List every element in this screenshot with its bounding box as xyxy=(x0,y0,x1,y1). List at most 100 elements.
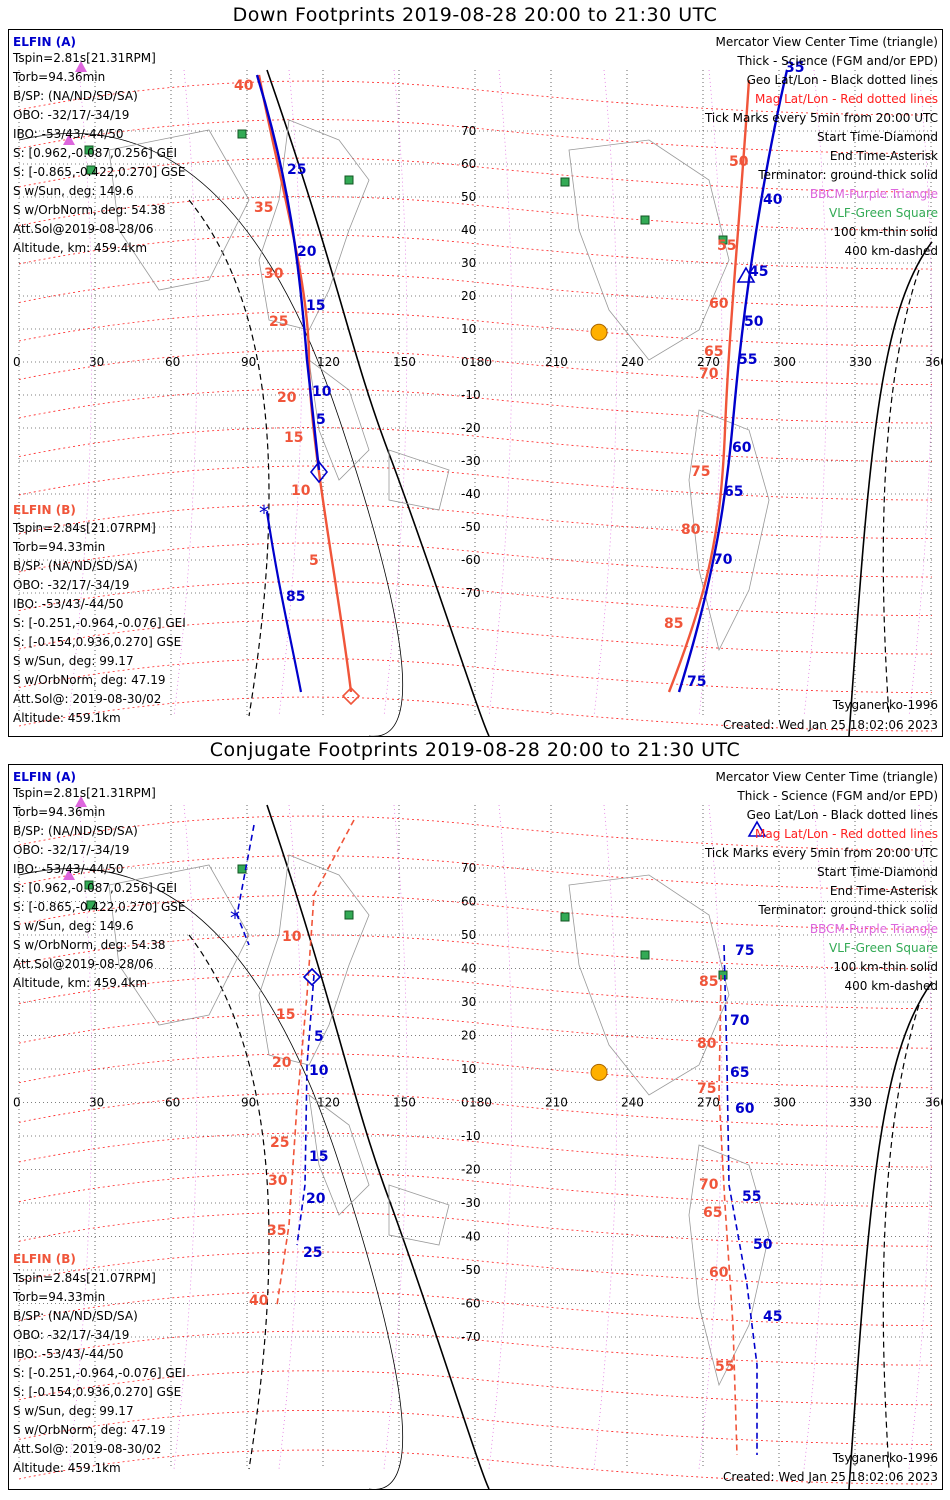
elfin-b-tick-label: 65 xyxy=(704,344,723,360)
elfin-a-down-track-east xyxy=(677,69,789,693)
elfin-a-down-track-west-lower xyxy=(265,511,303,693)
lat-tick-label: 20 xyxy=(461,289,476,303)
info-line: S w/Sun, deg: 149.6 xyxy=(13,184,134,198)
vlf-station-square xyxy=(84,880,94,890)
lon-tick-label: 270 xyxy=(697,355,720,369)
map-panel: 0306090120150180210240270300330360706050… xyxy=(8,764,943,1490)
lat-tick-label: -40 xyxy=(461,1230,481,1244)
terminator-line xyxy=(266,69,490,736)
continent-outline xyxy=(308,1094,370,1216)
start-time-diamond xyxy=(309,460,329,484)
info-line: IBO: -53/43/-44/50 xyxy=(13,862,124,876)
lon-tick-label: 240 xyxy=(621,1096,644,1110)
lon-tick-label: 360 xyxy=(925,355,942,369)
lon-tick-label: 330 xyxy=(849,1096,872,1110)
elfin-a-tick-label: 40 xyxy=(763,192,783,208)
elfin-b-tick-label: 25 xyxy=(270,1135,289,1151)
legend-line: Mag Lat/Lon - Red dotted lines xyxy=(754,827,938,841)
info-line: B/SP: (NA/ND/SD/SA) xyxy=(13,559,138,573)
elfin-b-tick-label: 80 xyxy=(697,1036,717,1052)
continent-outline xyxy=(388,449,450,511)
elfin-a-tick-label: 70 xyxy=(730,1013,750,1029)
lon-tick-label: 150 xyxy=(393,1096,416,1110)
panel-title: Conjugate Footprints 2019-08-28 20:00 to… xyxy=(209,739,741,761)
vlf-station-square xyxy=(344,910,354,920)
end-time-asterisk: * xyxy=(230,906,240,930)
elfin-b-tick-label: 70 xyxy=(699,1177,719,1193)
vlf-station-square xyxy=(237,129,247,139)
mag-longitude-line xyxy=(488,69,513,717)
mag-longitude-line xyxy=(68,69,93,717)
model-name: Tsyganenko-1996 xyxy=(832,698,938,712)
elfin-a-tick-label: 25 xyxy=(287,162,306,178)
elfin-a-tick-label: 20 xyxy=(297,244,317,260)
legend-line: Tick Marks every 5min from 20:00 UTC xyxy=(704,846,938,860)
elfin-b-tick-label: 55 xyxy=(717,238,736,254)
elfin-a-tick-label: 10 xyxy=(309,1063,329,1079)
info-line: Att.Sol@2019-08-28/06 xyxy=(13,957,154,971)
elfin-a-tick-label: 50 xyxy=(753,1237,773,1253)
altitude-100km-line xyxy=(18,132,403,736)
legend-line: End Time-Asterisk xyxy=(829,884,938,898)
info-line: Torb=94.36min xyxy=(13,70,106,84)
legend-line: Mercator View Center Time (triangle) xyxy=(715,770,938,784)
continent-outline xyxy=(258,854,370,1066)
elfin-b-conj-track-east xyxy=(718,974,738,1456)
model-name: Tsyganenko-1996 xyxy=(832,1451,938,1465)
elfin-b-down-track-east xyxy=(667,79,751,693)
lon-tick-label: 90 xyxy=(241,355,256,369)
legend-line: Thick - Science (FGM and/or EPD) xyxy=(737,54,938,68)
elfin-b-tick-label: 40 xyxy=(234,78,254,94)
info-line: OBO: -32/17/-34/19 xyxy=(13,578,130,592)
mag-longitude-line xyxy=(593,69,618,717)
info-line: S: [-0.865,-0.422,0.270] GSE xyxy=(13,165,186,179)
elfin-b-down-track-west xyxy=(257,74,353,693)
lat-tick-label: -40 xyxy=(461,487,481,501)
elfin-a-tick-label: 75 xyxy=(687,674,706,690)
sun-icon xyxy=(590,1063,608,1081)
info-line: Tspin=2.81s[21.31RPM] xyxy=(13,786,156,800)
mag-longitude-line xyxy=(803,69,828,717)
elfin-b-info: Tspin=2.84s[21.07RPM] Torb=94.33min B/SP… xyxy=(13,521,186,725)
elfin-b-tick-label: 20 xyxy=(272,1055,292,1071)
lat-tick-label: 70 xyxy=(461,861,476,875)
elfin-b-header: ELFIN (B) xyxy=(13,1252,76,1266)
info-line: Torb=94.36min xyxy=(13,805,106,819)
elfin-b-info: Tspin=2.84s[21.07RPM] Torb=94.33min B/SP… xyxy=(13,1271,186,1475)
lon-tick-label: 90 xyxy=(241,1096,256,1110)
elfin-a-tick-label: 60 xyxy=(732,440,752,456)
vlf-station-square xyxy=(560,177,570,187)
lon-tick-label: 210 xyxy=(545,1096,568,1110)
elfin-a-tick-label: 20 xyxy=(306,1191,326,1207)
legend-line: Terminator: ground-thick solid xyxy=(758,903,938,917)
info-line: IBO: -53/43/-44/50 xyxy=(13,597,124,611)
altitude-400km-line xyxy=(882,1004,920,1470)
legend-line: End Time-Asterisk xyxy=(829,149,938,163)
map-legend: Mercator View Center Time (triangle) Thi… xyxy=(705,770,938,993)
elfin-a-tick-label: 5 xyxy=(314,1029,324,1045)
legend-line: 100 km-thin solid xyxy=(833,225,938,239)
lat-tick-label: -50 xyxy=(461,520,481,534)
legend-line: Geo Lat/Lon - Black dotted lines xyxy=(746,808,938,822)
map-legend: Mercator View Center Time (triangle) Thi… xyxy=(705,35,938,258)
lat-tick-label: -30 xyxy=(461,1196,481,1210)
info-line: S w/OrbNorm, deg: 54.38 xyxy=(13,938,166,952)
altitude-100km-line xyxy=(18,868,404,1489)
mag-longitude-line xyxy=(908,804,933,1470)
info-line: OBO: -32/17/-34/19 xyxy=(13,108,130,122)
legend-line: Start Time-Diamond xyxy=(816,130,938,144)
lon-tick-label: 0 xyxy=(13,1096,21,1110)
map-panel: 0306090120150180210240270300330360706050… xyxy=(8,29,943,737)
created-timestamp: Created: Wed Jan 25 18:02:06 2023 xyxy=(723,1470,938,1484)
lat-tick-label: -70 xyxy=(461,1330,481,1344)
lat-tick-label: 50 xyxy=(461,190,476,204)
info-line: Torb=94.33min xyxy=(13,1290,106,1304)
lon-tick-label: 180 xyxy=(469,1096,492,1110)
info-line: Att.Sol@2019-08-28/06 xyxy=(13,222,154,236)
elfin-b-tick-label: 40 xyxy=(249,1293,269,1309)
lon-tick-label: 210 xyxy=(545,355,568,369)
lon-tick-label: 30 xyxy=(89,355,104,369)
info-line: S: [-0.154,0.936,0.270] GSE xyxy=(13,1385,182,1399)
lat-tick-label: 10 xyxy=(461,322,476,336)
lat-tick-label: 60 xyxy=(461,895,476,909)
